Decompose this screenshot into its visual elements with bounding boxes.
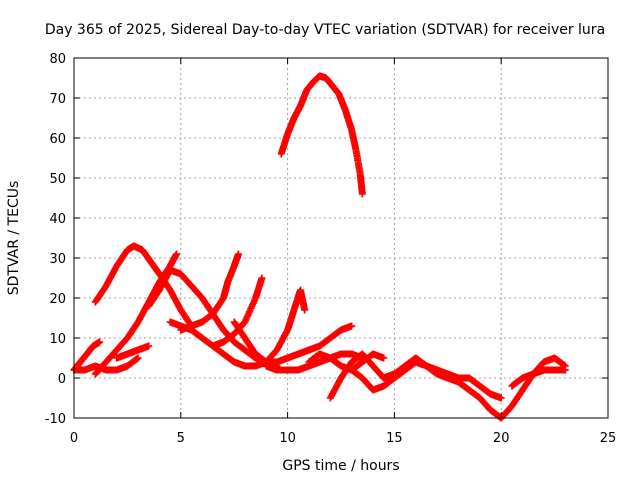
data-point-marker [173, 250, 181, 258]
x-tick-label: 15 [386, 431, 403, 446]
data-point-marker [561, 366, 569, 374]
plot-frame [73, 57, 609, 419]
data-point-marker [380, 354, 388, 362]
series-arc-3 [91, 242, 195, 330]
axis-ticks: -10 0 10 20 30 40 50 60 70 80 0 5 10 15 20 25 [45, 52, 617, 446]
data-point-marker [258, 274, 266, 282]
y-tick-label: 80 [49, 52, 66, 67]
y-tick-label: 40 [49, 212, 66, 227]
y-tick-label: 70 [49, 92, 66, 107]
x-tick-label: 5 [177, 431, 185, 446]
series-arc-13 [277, 72, 366, 198]
chart-title: Day 365 of 2025, Sidereal Day-to-day VTE… [45, 22, 605, 38]
y-tick-label: 10 [49, 332, 66, 347]
series-arc-19 [508, 366, 569, 390]
data-point-marker [348, 322, 356, 330]
x-axis-title: GPS time / hours [282, 458, 399, 474]
y-tick-label: 60 [49, 132, 66, 147]
y-axis-title: SDTVAR / TECUs [6, 181, 22, 296]
series-arc-17 [380, 358, 505, 402]
data-point-marker [234, 250, 242, 258]
data-point-marker [145, 342, 153, 350]
series-arc-11 [230, 318, 356, 366]
data-point-marker [301, 306, 309, 314]
data-point-marker [497, 394, 505, 402]
y-tick-label: 30 [49, 252, 66, 267]
x-tick-label: 10 [279, 431, 296, 446]
grid-lines [74, 58, 608, 418]
series-arc-5 [113, 342, 153, 362]
data-point-marker [96, 338, 104, 346]
x-tick-label: 25 [600, 431, 617, 446]
data-point-marker [134, 354, 142, 362]
x-tick-label: 20 [493, 431, 510, 446]
y-tick-label: -10 [45, 412, 66, 427]
data-point-marker [358, 190, 366, 198]
y-tick-label: 50 [49, 172, 66, 187]
x-tick-label: 0 [70, 431, 78, 446]
data-points [70, 72, 569, 422]
y-tick-label: 0 [58, 372, 66, 387]
y-tick-label: 20 [49, 292, 66, 307]
